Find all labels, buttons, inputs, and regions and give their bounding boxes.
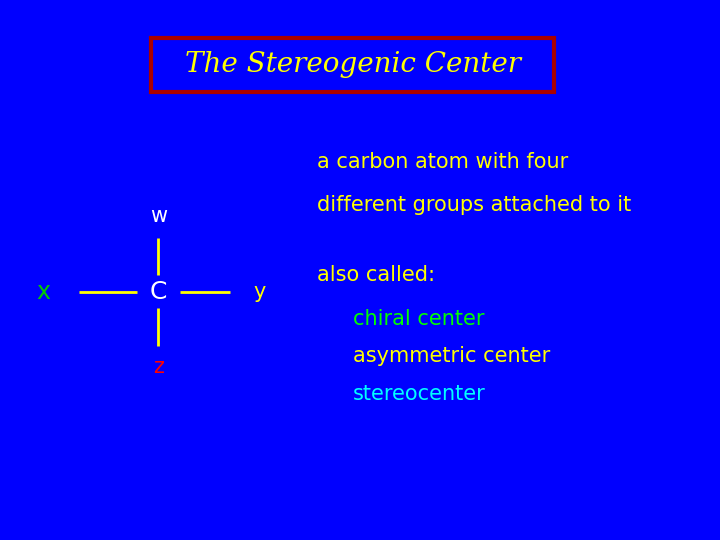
Text: y: y — [253, 281, 266, 302]
Text: x: x — [36, 280, 50, 303]
Text: The Stereogenic Center: The Stereogenic Center — [185, 51, 521, 78]
Text: z: z — [153, 357, 164, 377]
Text: C: C — [150, 280, 167, 303]
FancyBboxPatch shape — [151, 38, 554, 92]
Text: a carbon atom with four: a carbon atom with four — [317, 152, 568, 172]
Text: stereocenter: stereocenter — [353, 384, 485, 404]
Text: chiral center: chiral center — [353, 308, 485, 329]
Text: w: w — [150, 206, 167, 226]
Text: asymmetric center: asymmetric center — [353, 346, 550, 367]
Text: different groups attached to it: different groups attached to it — [317, 195, 631, 215]
Text: also called:: also called: — [317, 265, 435, 286]
